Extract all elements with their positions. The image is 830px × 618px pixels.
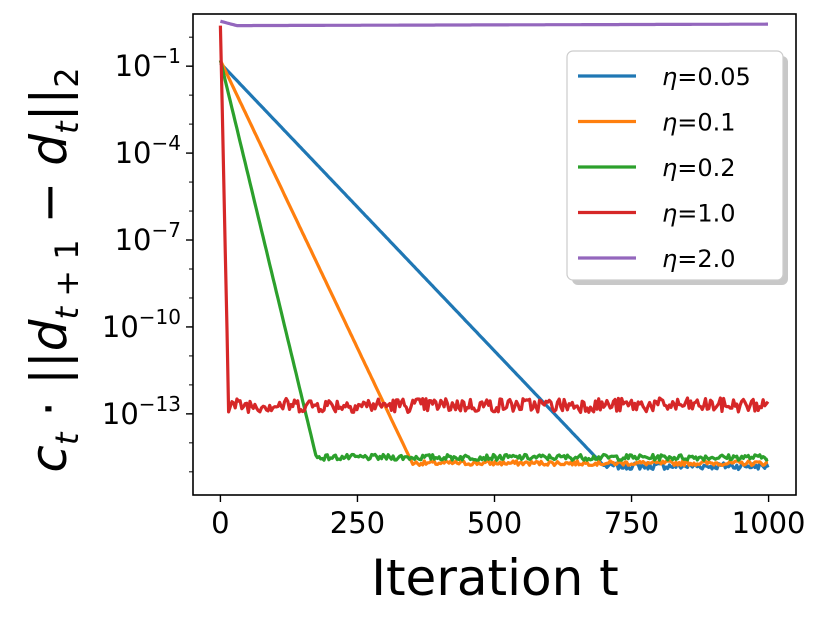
y-tick-exponent: −13 [139, 392, 181, 416]
y-tick-base: 10 [115, 49, 152, 83]
legend-box [566, 50, 784, 281]
y-axis-label: ct · ||dt + 1 − dt||2 [20, 67, 86, 472]
y-tick-base: 10 [102, 397, 139, 431]
series-line-eta-0_2 [218, 60, 769, 462]
legend-label: η=0.1 [662, 109, 736, 137]
svg-text:ct · ||dt + 1 − dt||2: ct · ||dt + 1 − dt||2 [20, 67, 86, 472]
x-tick-label: 0 [211, 506, 229, 540]
y-tick-label: 10−4 [115, 131, 181, 170]
y-tick-exponent: −10 [139, 305, 181, 329]
legend-items: η=0.05 η=0.1 η=0.2 η=1.0 η=2.0 [578, 63, 751, 273]
y-tick-label: 10−1 [115, 44, 181, 83]
x-axis-ticks: 0 250 500 750 1000 [211, 495, 805, 540]
y-tick-base: 10 [115, 223, 152, 257]
y-tick-base: 10 [115, 136, 152, 170]
x-tick-label: 500 [467, 506, 522, 540]
x-tick-label: 1000 [732, 506, 806, 540]
y-tick-base: 10 [102, 310, 139, 344]
y-tick-label: 10−13 [102, 392, 181, 431]
y-tick-exponent: −1 [152, 44, 181, 68]
legend-label: η=0.05 [662, 63, 751, 91]
y-tick-exponent: −4 [152, 131, 181, 155]
legend-label: η=2.0 [662, 245, 736, 273]
series-line-eta-2_0 [219, 19, 769, 28]
legend-label: η=0.2 [662, 154, 736, 182]
y-tick-label: 10−7 [115, 218, 181, 257]
x-tick-label: 750 [604, 506, 659, 540]
series-line-eta-1_0 [218, 25, 770, 414]
series-layer [218, 19, 770, 472]
series-line-eta-0_1 [218, 59, 769, 467]
legend: η=0.05 η=0.1 η=0.2 η=1.0 η=2.0 [566, 50, 788, 285]
y-tick-label: 10−10 [102, 305, 181, 344]
y-tick-exponent: −7 [152, 218, 181, 242]
x-tick-label: 250 [330, 506, 385, 540]
legend-label: η=1.0 [662, 200, 736, 228]
x-axis-label: Iteration t [371, 549, 619, 607]
